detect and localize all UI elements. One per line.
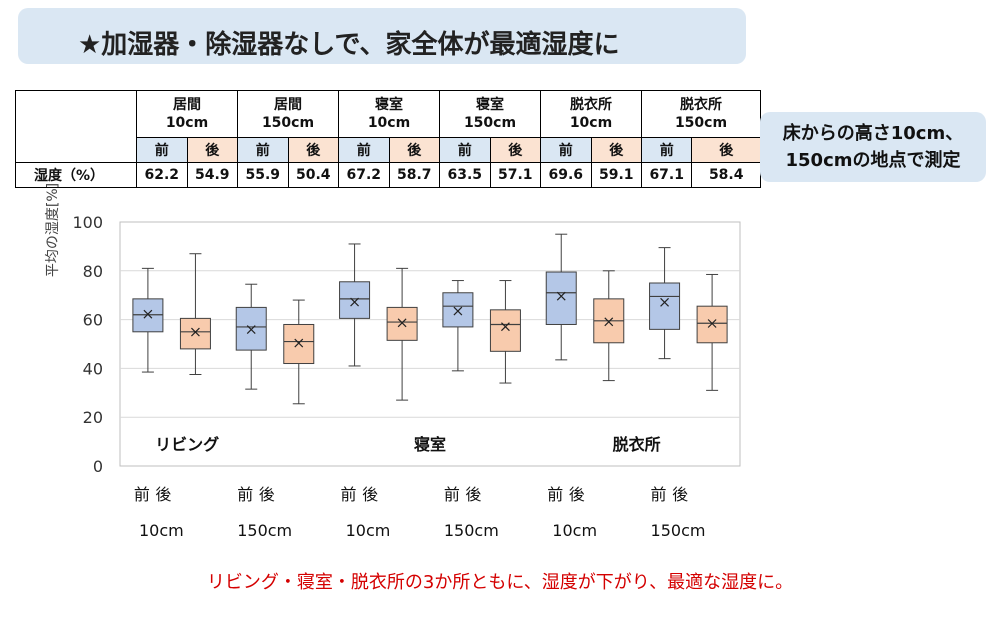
pre-header: 前 — [439, 137, 491, 163]
post-header: 後 — [287, 137, 339, 163]
box — [179, 317, 211, 350]
pre-header: 前 — [237, 137, 289, 163]
pre-header: 前 — [540, 137, 592, 163]
box — [283, 323, 315, 365]
x-label-post: 後 — [155, 485, 171, 504]
box — [132, 298, 164, 333]
post-header: 後 — [186, 137, 238, 163]
pre-header: 前 — [640, 137, 693, 163]
page-title: ★加湿器・除湿器なしで、家全体が最適湿度に — [78, 30, 620, 60]
box — [489, 309, 521, 352]
box — [545, 271, 577, 325]
mean-marker — [191, 327, 200, 337]
x-label-pre: 前 — [341, 485, 357, 504]
x-label-post: 後 — [259, 485, 275, 504]
x-label-pre: 前 — [651, 485, 667, 504]
box — [339, 281, 371, 319]
humidity-value: 58.4 — [691, 162, 761, 188]
x-label-height: 150cm — [651, 521, 706, 540]
mean-marker — [707, 319, 717, 328]
measurement-note: 床からの高さ10cm、 150cmの地点で測定 — [760, 112, 986, 182]
humidity-value: 55.9 — [237, 162, 289, 188]
humidity-row-label: 湿度（%） — [15, 162, 137, 188]
mean-marker — [453, 306, 463, 316]
table-group-header: 寝室 10cm — [338, 90, 440, 138]
humidity-value: 67.1 — [640, 162, 693, 188]
humidity-value: 59.1 — [590, 162, 642, 188]
x-label-pre: 前 — [134, 485, 150, 504]
x-label-pre: 前 — [237, 485, 253, 504]
humidity-value: 57.1 — [489, 162, 541, 188]
box — [649, 282, 681, 330]
box — [696, 305, 728, 344]
room-label: 脱衣所 — [613, 435, 661, 454]
room-label: リビング — [155, 435, 219, 454]
x-label-post: 後 — [465, 485, 481, 504]
room-label: 寝室 — [414, 435, 446, 454]
y-tick-label: 100 — [72, 213, 103, 232]
post-header: 後 — [691, 137, 761, 163]
y-tick-label: 40 — [83, 359, 103, 378]
x-label-height: 10cm — [139, 521, 184, 540]
mean-marker — [604, 317, 614, 327]
note-line-2: 150cmの地点で測定 — [785, 150, 961, 171]
humidity-value: 50.4 — [287, 162, 339, 188]
humidity-value: 54.9 — [186, 162, 238, 188]
y-tick-label: 0 — [93, 457, 103, 476]
x-label-pre: 前 — [547, 485, 563, 504]
mean-marker — [501, 322, 510, 332]
box — [442, 292, 474, 328]
y-tick-label: 20 — [83, 408, 103, 427]
note-line-1: 床からの高さ10cm、 — [782, 123, 964, 144]
table-group-header: 寝室 150cm — [439, 90, 541, 138]
table-corner-cell — [15, 90, 137, 163]
box — [386, 306, 418, 341]
y-tick-label: 80 — [83, 262, 103, 281]
humidity-value: 63.5 — [439, 162, 491, 188]
mean-marker — [556, 291, 566, 301]
table-group-header: 居間 150cm — [237, 90, 339, 138]
pre-header: 前 — [338, 137, 390, 163]
mean-marker — [350, 297, 359, 307]
x-label-post: 後 — [362, 485, 378, 504]
box — [235, 306, 267, 351]
humidity-value: 58.7 — [388, 162, 440, 188]
post-header: 後 — [388, 137, 440, 163]
mean-marker — [660, 297, 669, 307]
footer-conclusion: リビング・寝室・脱衣所の3か所ともに、湿度が下がり、最適な湿度に。 — [206, 572, 794, 593]
mean-marker — [294, 338, 304, 348]
x-label-height: 10cm — [552, 521, 597, 540]
humidity-value: 67.2 — [338, 162, 390, 188]
x-label-height: 10cm — [346, 521, 391, 540]
mean-marker — [246, 325, 256, 335]
x-label-post: 後 — [569, 485, 585, 504]
x-label-height: 150cm — [444, 521, 499, 540]
plot-area — [119, 221, 741, 467]
humidity-summary-table: 居間 10cm 居間 150cm 寝室 10cm 寝室 150cm 脱衣所 10cm 脱衣… — [15, 90, 761, 188]
x-label-post: 後 — [672, 485, 688, 504]
mean-marker — [397, 318, 407, 328]
humidity-value: 69.6 — [540, 162, 592, 188]
x-label-pre: 前 — [444, 485, 460, 504]
table-group-header: 脱衣所 10cm — [540, 90, 642, 138]
y-tick-label: 60 — [83, 311, 103, 330]
mean-marker — [143, 309, 153, 319]
x-label-height: 150cm — [237, 521, 292, 540]
title-banner: ★加湿器・除湿器なしで、家全体が最適湿度に — [18, 8, 746, 64]
